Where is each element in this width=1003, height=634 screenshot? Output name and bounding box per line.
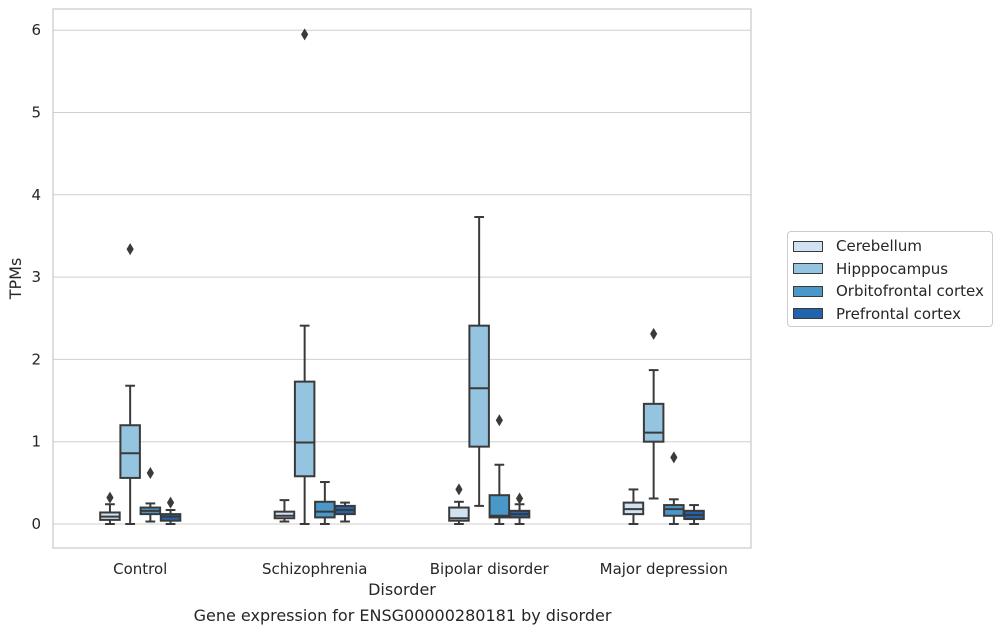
y-axis-label: TPMs [6,258,25,301]
x-axis-label: Disorder [368,580,436,599]
legend-item: Hipppocampus [788,258,992,281]
y-tick-label: 3 [31,268,41,286]
legend-label: Hipppocampus [836,259,949,278]
legend-label: Cerebellum [836,237,922,256]
legend: Cerebellum Hipppocampus Orbitofrontal cort… [787,231,993,327]
legend-item: Orbitofrontal cortex [788,280,992,303]
x-tick-label: Schizophrenia [262,560,367,578]
box [293,380,316,478]
outlier-marker [166,496,175,509]
legend-item: Cerebellum [788,235,992,258]
legend-swatch [793,263,823,275]
box [468,324,490,448]
x-tick-label: Control [113,560,167,578]
outlier-marker [650,327,658,340]
legend-label: Orbitofrontal cortex [836,282,984,301]
box [663,504,685,517]
box [314,500,336,519]
box [488,494,511,519]
y-tick-label: 4 [31,186,41,204]
outlier-marker [495,414,503,427]
outlier-marker [515,492,524,505]
legend-swatch [793,240,823,252]
legend-swatch [793,308,823,320]
outlier-marker [455,483,463,496]
x-tick-label: Bipolar disorder [430,560,550,578]
legend-swatch [793,285,823,297]
legend-label: Prefrontal cortex [836,304,961,323]
y-tick-label: 1 [31,433,41,451]
chart-caption: Gene expression for ENSG00000280181 by d… [193,606,612,625]
plot-frame [52,8,752,549]
outlier-marker [106,491,114,504]
legend-item: Prefrontal cortex [788,303,992,326]
outlier-marker [146,466,154,479]
y-tick-label: 6 [31,21,41,39]
outlier-marker [126,243,134,256]
box [642,402,665,443]
outlier-marker [670,451,678,464]
y-tick-label: 2 [31,350,41,368]
box [119,424,141,479]
x-tick-label: Major depression [600,560,728,578]
y-tick-label: 5 [31,104,41,122]
outlier-marker [301,28,309,41]
y-tick-label: 0 [31,515,41,533]
